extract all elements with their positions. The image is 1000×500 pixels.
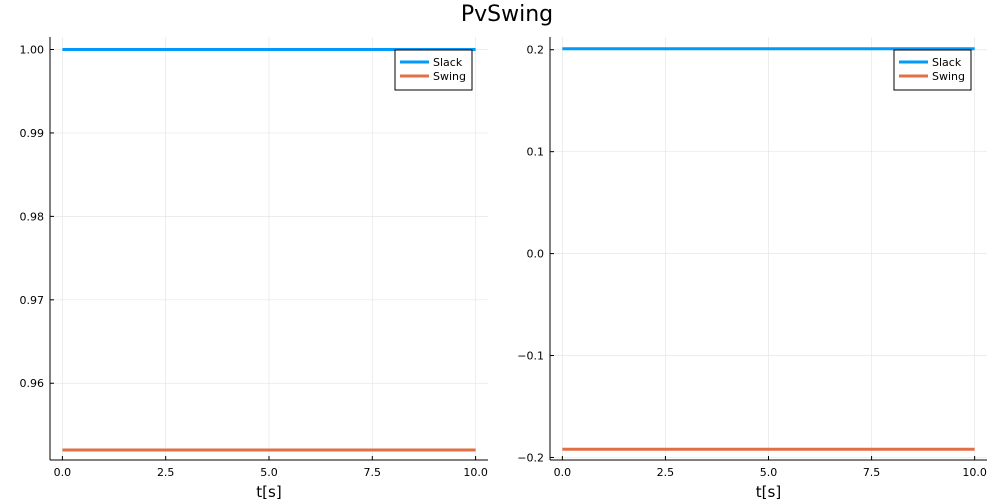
- subplot-right: 0.0 2.5 5.0 7.5 10.0 −0.2 −0.1 0.0 0.1 0.2 t[s] Sla…: [517, 37, 987, 500]
- x-tick-label: 2.5: [657, 466, 675, 479]
- legend-box: [893, 49, 972, 91]
- x-tick-label: 7.5: [364, 466, 382, 479]
- x-tick-label: 0.0: [554, 466, 572, 479]
- y-tick-label: 0.0: [527, 248, 545, 261]
- legend-box: [394, 49, 473, 91]
- subplot-left: 0.0 2.5 5.0 7.5 10.0 0.96 0.97 0.98 0.99 1.00 t[s]…: [20, 37, 488, 500]
- y-tick-label: 0.99: [20, 127, 45, 140]
- y-tick-label: 0.2: [527, 44, 545, 57]
- legend-label-swing: Swing: [932, 70, 965, 83]
- x-tick-label: 0.0: [54, 466, 72, 479]
- x-tick-label: 10.0: [463, 466, 488, 479]
- y-tick-label: 1.00: [20, 44, 45, 57]
- legend-label-swing: Swing: [433, 70, 466, 83]
- y-tick-label: −0.1: [517, 350, 544, 363]
- x-tick-label: 2.5: [157, 466, 175, 479]
- x-tick-label: 7.5: [863, 466, 881, 479]
- y-tick-label: 0.98: [20, 210, 45, 223]
- y-tick-label: 0.96: [20, 377, 45, 390]
- x-tick-label: 5.0: [760, 466, 778, 479]
- y-tick-label: 0.97: [20, 294, 45, 307]
- legend-label-slack: Slack: [433, 56, 463, 69]
- x-tick-label: 5.0: [260, 466, 278, 479]
- y-tick-label: 0.1: [527, 146, 545, 159]
- x-axis-label: t[s]: [756, 483, 781, 500]
- x-axis-label: t[s]: [256, 483, 281, 500]
- y-tick-label: −0.2: [517, 451, 544, 464]
- x-tick-label: 10.0: [962, 466, 987, 479]
- figure-title: PvSwing: [461, 2, 553, 27]
- legend-label-slack: Slack: [932, 56, 962, 69]
